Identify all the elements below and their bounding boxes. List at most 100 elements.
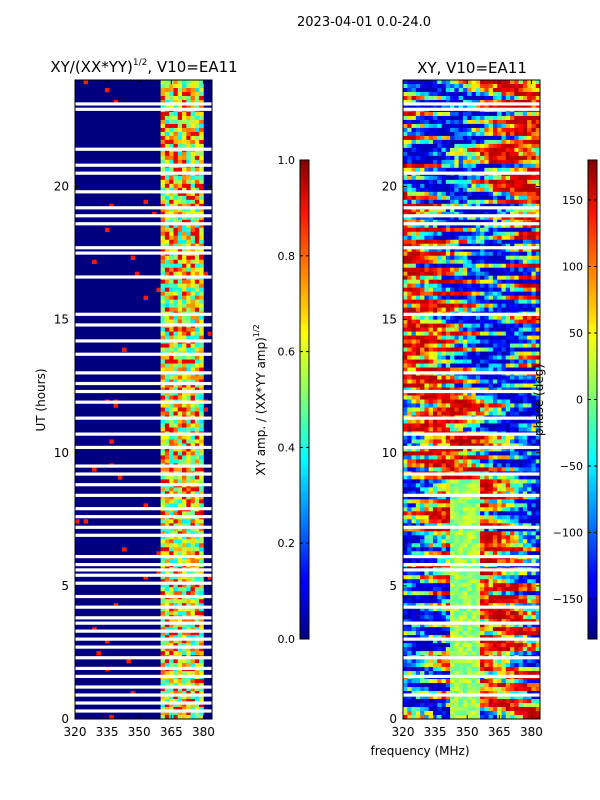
heatmap-cell	[475, 215, 481, 221]
heatmap-cell	[535, 203, 540, 209]
heatmap-cell	[173, 511, 179, 516]
heatmap-cell	[514, 203, 519, 209]
heatmap-cell	[428, 215, 434, 221]
heatmap-cell	[424, 243, 429, 249]
heatmap-cell	[411, 379, 417, 384]
heatmap-cell	[164, 307, 170, 312]
heatmap-cell	[186, 319, 191, 324]
heatmap-cell	[535, 271, 540, 276]
heatmap-cell	[441, 259, 447, 265]
heatmap-cell	[424, 227, 429, 233]
heatmap-cell	[177, 543, 183, 548]
heatmap-cell	[462, 447, 468, 452]
heatmap-cell	[199, 167, 204, 173]
heatmap-cell	[173, 571, 179, 576]
heatmap-cell	[531, 80, 537, 85]
heatmap-cell	[484, 355, 489, 360]
heatmap-cell	[505, 275, 511, 280]
heatmap-cell	[531, 391, 537, 396]
heatmap-cell	[501, 191, 507, 197]
heatmap-cell	[403, 331, 408, 336]
heatmap-cell	[160, 531, 166, 536]
heatmap-cell	[194, 411, 200, 416]
heatmap-cell	[471, 219, 477, 225]
heatmap-cell	[497, 459, 502, 464]
heatmap-cell	[467, 479, 472, 484]
heatmap-cell	[488, 223, 494, 229]
heatmap-cell	[403, 403, 408, 408]
heatmap-cell	[173, 683, 179, 688]
heatmap-cell	[505, 323, 511, 328]
heatmap-cell	[492, 99, 498, 105]
heatmap-cell	[199, 151, 204, 157]
heatmap-cell	[177, 195, 183, 201]
heatmap-cell	[186, 259, 191, 265]
heatmap-cell	[177, 115, 183, 121]
heatmap-cell	[190, 303, 196, 308]
heatmap-cell	[441, 271, 447, 276]
heatmap-cell	[420, 359, 425, 364]
heatmap-cell	[475, 231, 481, 237]
flagged-row	[75, 214, 212, 218]
heatmap-cell	[122, 347, 127, 352]
heatmap-cell	[497, 467, 502, 472]
heatmap-cell	[458, 303, 464, 308]
heatmap-cell	[186, 231, 191, 237]
heatmap-cell	[182, 527, 187, 532]
heatmap-cell	[186, 315, 191, 320]
heatmap-cell	[497, 447, 502, 452]
heatmap-cell	[420, 411, 425, 416]
heatmap-cell	[522, 103, 528, 109]
heatmap-cell	[484, 135, 489, 141]
heatmap-cell	[501, 451, 507, 456]
heatmap-cell	[488, 215, 494, 221]
heatmap-cell	[420, 143, 425, 149]
heatmap-cell	[199, 491, 204, 496]
heatmap-cell	[199, 299, 204, 304]
heatmap-cell	[510, 379, 515, 384]
heatmap-cell	[445, 263, 451, 268]
heatmap-cell	[497, 379, 502, 384]
heatmap-cell	[177, 579, 183, 584]
heatmap-cell	[501, 99, 507, 105]
heatmap-cell	[475, 399, 481, 404]
heatmap-cell	[177, 391, 183, 396]
heatmap-cell	[458, 215, 464, 221]
heatmap-cell	[190, 287, 196, 292]
heatmap-cell	[403, 483, 408, 488]
heatmap-cell	[160, 307, 166, 312]
heatmap-cell	[527, 327, 532, 332]
heatmap-cell	[467, 419, 472, 424]
heatmap-cell	[510, 115, 515, 121]
heatmap-cell	[186, 407, 191, 412]
heatmap-cell	[462, 131, 468, 137]
heatmap-cell	[454, 483, 459, 488]
heatmap-cell	[527, 219, 532, 225]
heatmap-cell	[169, 707, 174, 712]
heatmap-cell	[169, 383, 174, 388]
heatmap-cell	[475, 167, 481, 173]
heatmap-cell	[471, 387, 477, 392]
heatmap-cell	[415, 223, 421, 229]
heatmap-cell	[190, 139, 196, 145]
heatmap-cell	[415, 379, 421, 384]
heatmap-cell	[454, 123, 459, 129]
heatmap-cell	[522, 235, 528, 241]
heatmap-cell	[160, 115, 166, 121]
heatmap-cell	[432, 423, 438, 428]
heatmap-cell	[488, 451, 494, 456]
heatmap-cell	[160, 263, 166, 268]
heatmap-cell	[104, 87, 110, 93]
heatmap-cell	[411, 167, 417, 173]
heatmap-cell	[522, 139, 528, 145]
heatmap-cell	[169, 367, 174, 372]
heatmap-cell	[428, 419, 434, 424]
heatmap-cell	[518, 315, 524, 320]
heatmap-cell	[488, 207, 494, 213]
heatmap-cell	[480, 423, 485, 428]
heatmap-cell	[492, 159, 498, 165]
heatmap-cell	[432, 279, 438, 284]
heatmap-cell	[182, 579, 187, 584]
heatmap-cell	[522, 263, 528, 268]
heatmap-cell	[411, 327, 417, 332]
